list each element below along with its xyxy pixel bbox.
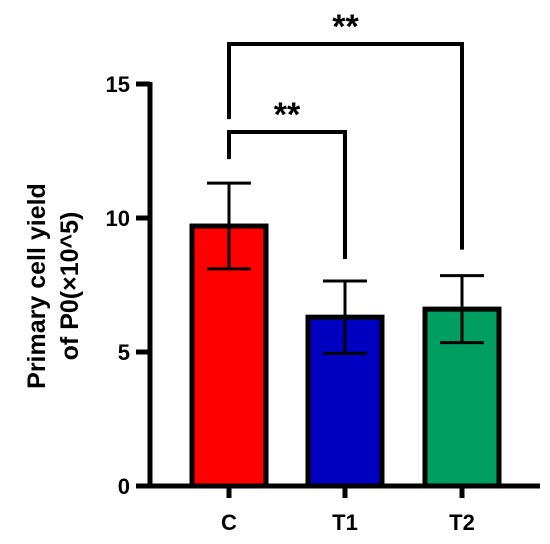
x-tick-label-T2: T2	[449, 510, 475, 535]
y-axis-title: Primary cell yield of P0(×10^5)	[23, 183, 84, 389]
y-tick-label: 5	[118, 340, 130, 365]
y-axis-title-line-2: of P0(×10^5)	[56, 212, 84, 361]
y-tick-label: 0	[118, 474, 130, 499]
bars	[189, 223, 502, 489]
significance-label-C-T2: **	[332, 8, 359, 46]
significance-brackets: ** **	[227, 8, 464, 259]
significance-label-C-T1: **	[274, 96, 301, 134]
y-tick-label: 10	[106, 206, 130, 231]
x-tick-label-T1: T1	[332, 510, 358, 535]
x-tick-label-C: C	[221, 510, 237, 535]
significance-bracket-C-T1	[227, 130, 347, 259]
y-tick-label: 15	[106, 72, 130, 97]
x-tick-labels: C T1 T2	[221, 486, 475, 535]
y-axis-title-line-1: Primary cell yield	[23, 183, 51, 389]
error-bars	[207, 181, 484, 355]
y-ticks: 0 5 10 15	[106, 72, 150, 499]
significance-bracket-C-T2	[227, 42, 464, 250]
